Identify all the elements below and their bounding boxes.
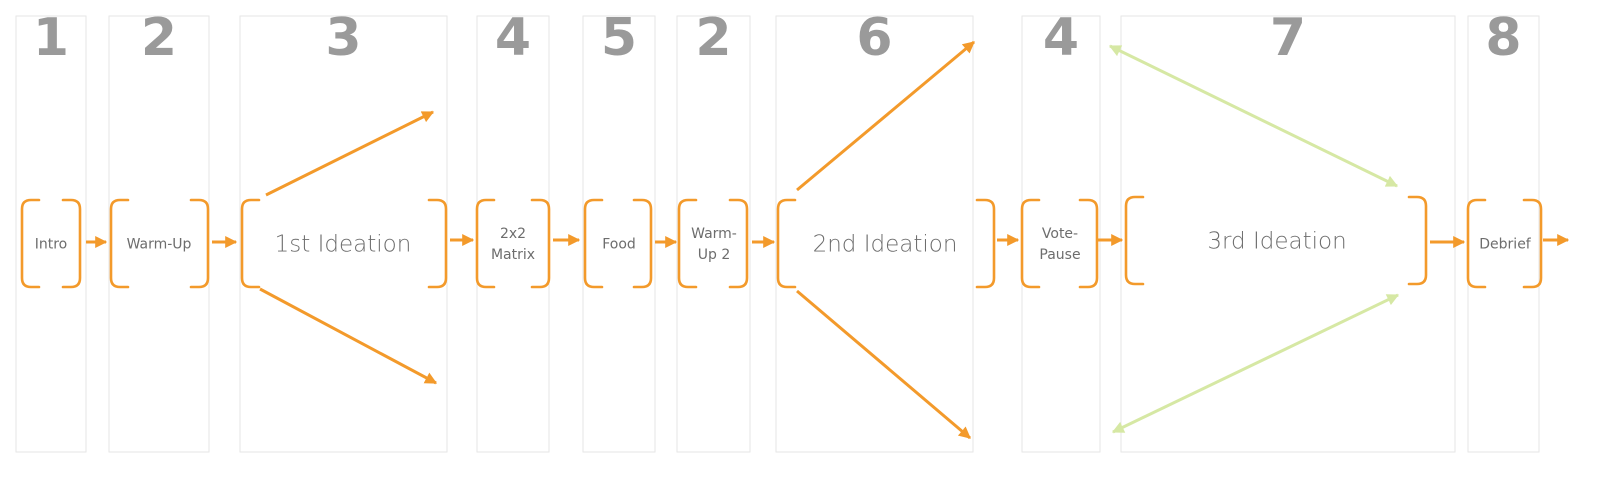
stage-label: Up 2 <box>698 247 731 263</box>
right-bracket <box>1407 195 1428 286</box>
stage-label: Warm-Up <box>127 237 192 253</box>
stage-label: 3rd Ideation <box>1207 229 1346 255</box>
column-panel <box>582 15 656 453</box>
column-number: 6 <box>856 8 892 68</box>
stage-label: 2nd Ideation <box>813 232 958 258</box>
stage-column-1: 1 Intro <box>15 8 87 453</box>
diverge-arrow-ideation1-up <box>265 110 435 197</box>
stage-column-7: 6 2nd Ideation <box>775 8 996 453</box>
left-bracket <box>583 198 604 289</box>
left-bracket <box>475 198 496 289</box>
stage-label: Matrix <box>491 247 535 263</box>
converge-arrow-ideation3-down <box>1111 293 1400 434</box>
stage-column-10: 8 Debrief <box>1466 8 1543 453</box>
left-bracket <box>1020 198 1041 289</box>
stage-label: Intro <box>35 237 68 253</box>
stage-label: 2x2 <box>500 226 526 242</box>
stage-column-8: 4 Vote- Pause <box>1020 8 1101 453</box>
left-bracket <box>240 198 261 289</box>
right-bracket <box>1522 198 1543 289</box>
diverge-arrow-ideation1-down <box>259 287 438 385</box>
stage-label: Food <box>602 237 636 253</box>
stage-column-4: 4 2x2 Matrix <box>475 8 551 453</box>
column-number: 3 <box>325 8 361 68</box>
arrows <box>86 40 1570 440</box>
stage-column-3: 3 1st Ideation <box>239 8 448 453</box>
stage-label: Warm- <box>691 226 737 242</box>
right-bracket <box>632 198 653 289</box>
column-number: 2 <box>695 8 731 68</box>
column-number: 4 <box>1043 8 1079 68</box>
column-panel <box>676 15 751 453</box>
stage-label: 1st Ideation <box>275 232 412 258</box>
column-number: 8 <box>1485 8 1521 68</box>
right-bracket <box>530 198 551 289</box>
left-bracket <box>776 198 797 289</box>
column-number: 2 <box>141 8 177 68</box>
columns: 1 Intro 2 Warm-Up 3 1st Ideation 4 2x2 Matrix 5 Fo… <box>15 8 1543 453</box>
stage-column-6: 2 Warm- Up 2 <box>676 8 751 453</box>
right-bracket <box>975 198 996 289</box>
converge-arrow-ideation3-up <box>1108 44 1399 188</box>
left-bracket <box>20 198 41 289</box>
stage-column-2: 2 Warm-Up <box>108 8 210 453</box>
diverge-arrow-ideation2-down <box>796 289 971 440</box>
left-bracket <box>109 198 130 289</box>
right-bracket <box>189 198 210 289</box>
column-panel <box>108 15 210 453</box>
column-panel <box>1467 15 1540 453</box>
column-number: 7 <box>1270 8 1306 68</box>
column-panel <box>775 15 974 453</box>
column-panel <box>15 15 87 453</box>
left-bracket <box>1466 198 1487 289</box>
left-bracket <box>677 198 698 289</box>
column-panel <box>1021 15 1101 453</box>
left-bracket <box>1124 195 1145 286</box>
column-number: 5 <box>601 8 637 68</box>
right-bracket <box>427 198 448 289</box>
column-number: 4 <box>495 8 531 68</box>
right-bracket <box>728 198 749 289</box>
stage-label: Vote- <box>1042 226 1078 242</box>
stage-column-5: 5 Food <box>582 8 656 453</box>
stage-label: Pause <box>1039 247 1080 263</box>
diverge-arrow-ideation2-up <box>796 40 975 192</box>
stage-label: Debrief <box>1479 237 1532 253</box>
right-bracket <box>61 198 82 289</box>
right-bracket <box>1078 198 1099 289</box>
column-panel <box>239 15 448 453</box>
column-number: 1 <box>33 8 69 68</box>
